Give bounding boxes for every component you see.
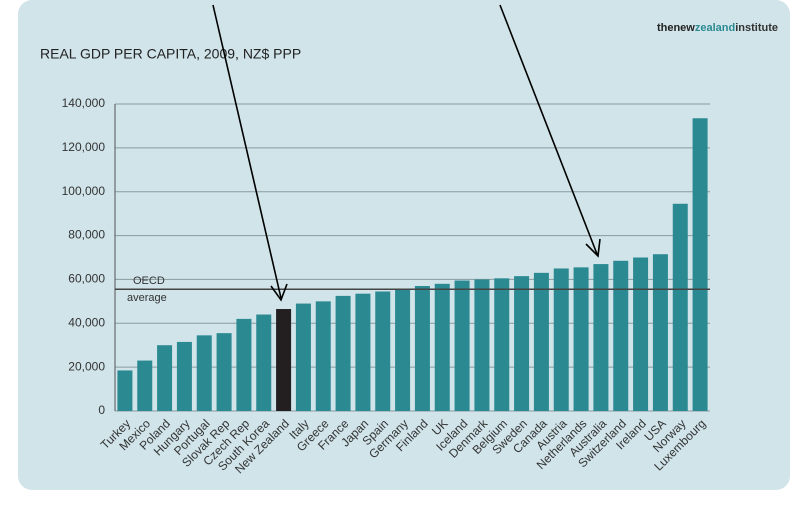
chart-title: REAL GDP PER CAPITA, 2009, NZ$ PPP <box>40 46 301 62</box>
bar <box>295 303 311 411</box>
arrow <box>499 4 598 255</box>
bar <box>157 345 173 411</box>
y-tick-label: 20,000 <box>68 359 105 373</box>
bar <box>335 295 351 411</box>
plot: 0 20,000 40,000 60,000 80,000 100,000 120,000 1… <box>62 96 710 476</box>
bar <box>533 272 549 411</box>
bar <box>256 314 272 411</box>
bar <box>355 293 371 411</box>
y-tick-label: 0 <box>98 403 105 417</box>
bar <box>117 370 133 411</box>
reference-label: OECD <box>133 275 165 287</box>
logo-part: institute <box>735 22 778 34</box>
bar <box>395 289 411 411</box>
bar <box>176 341 192 411</box>
bar <box>553 268 569 411</box>
bar <box>474 279 490 411</box>
bar <box>137 360 153 411</box>
y-tick-label: 120,000 <box>62 140 106 154</box>
y-tick-label: 100,000 <box>62 184 106 198</box>
bar <box>633 257 649 411</box>
bar <box>196 335 212 411</box>
bar <box>672 203 688 411</box>
y-tick-label: 140,000 <box>62 96 106 110</box>
bar <box>216 333 232 411</box>
bar <box>593 264 609 411</box>
y-tick-label: 80,000 <box>68 228 105 242</box>
bar <box>315 301 331 411</box>
y-tick-label: 60,000 <box>68 272 105 286</box>
bar <box>236 318 252 411</box>
logo: thenewzealandinstitute <box>657 22 778 34</box>
logo-part: zealand <box>695 22 735 34</box>
bar <box>692 118 708 411</box>
bar <box>454 280 470 411</box>
bar <box>276 309 292 411</box>
arrow-head <box>270 283 288 302</box>
bar <box>652 254 668 411</box>
bar <box>514 276 530 411</box>
bar <box>434 283 450 411</box>
bar <box>375 291 391 411</box>
bar <box>573 267 589 411</box>
y-tick-label: 40,000 <box>68 315 105 329</box>
arrow-head <box>585 238 601 258</box>
bar <box>613 260 629 411</box>
bar <box>494 278 510 411</box>
arrow <box>212 4 282 299</box>
logo-part: thenew <box>657 22 695 34</box>
bar <box>414 286 430 411</box>
reference-label: average <box>127 292 167 304</box>
